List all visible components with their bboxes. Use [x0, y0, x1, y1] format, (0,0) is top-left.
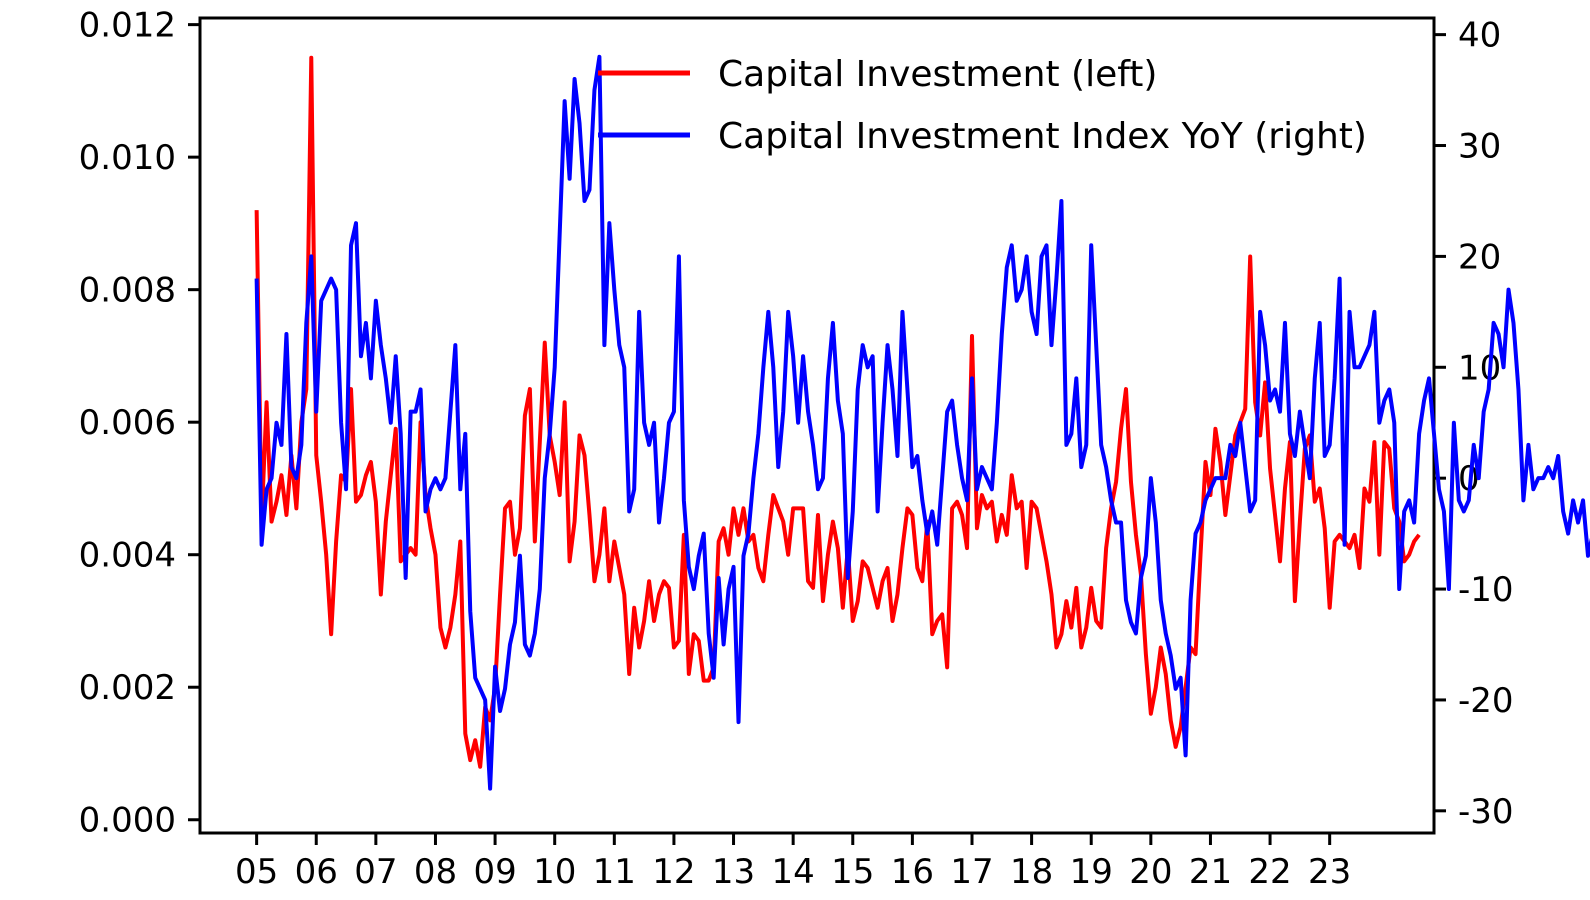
x-tick-label: 20	[1129, 852, 1172, 892]
x-tick-label: 08	[414, 852, 457, 892]
series-line-capital-investment-index-yoy	[254, 54, 1590, 791]
x-tick-label: 07	[354, 852, 397, 892]
x-tick-label: 17	[950, 852, 993, 892]
right-y-tick-label: -20	[1458, 681, 1514, 721]
legend-label-capital-investment-index-yoy: Capital Investment Index YoY (right)	[718, 116, 1367, 157]
right-y-tick-label: 10	[1458, 348, 1501, 388]
left-y-tick-label: 0.004	[79, 536, 176, 576]
left-y-axis: 0.000 0.002 0.004 0.006 0.008 0.010 0.012	[79, 6, 200, 841]
left-y-tick-label: 0.000	[79, 801, 176, 841]
x-tick-label: 23	[1308, 852, 1351, 892]
left-y-tick-label: 0.010	[79, 138, 176, 178]
x-tick-label: 10	[533, 852, 576, 892]
legend-label-capital-investment: Capital Investment (left)	[718, 54, 1157, 95]
x-tick-label: 14	[772, 852, 815, 892]
left-y-tick-label: 0.008	[79, 271, 176, 311]
x-tick-label: 18	[1010, 852, 1053, 892]
x-tick-label: 21	[1189, 852, 1232, 892]
x-tick-label: 12	[652, 852, 695, 892]
x-tick-label: 13	[712, 852, 755, 892]
series-line-capital-investment	[254, 55, 1421, 769]
legend: Capital Investment (left) Capital Invest…	[598, 54, 1367, 157]
x-tick-label: 16	[891, 852, 934, 892]
x-axis: 05 06 07 08 09 10 11 12 13 14 15 16 17 18 19 20 21 22 23	[235, 833, 1351, 892]
x-tick-label: 11	[593, 852, 636, 892]
x-tick-label: 05	[235, 852, 278, 892]
right-y-tick-label: -30	[1458, 792, 1514, 832]
right-y-tick-label: 20	[1458, 237, 1501, 277]
right-y-tick-label: 40	[1458, 16, 1501, 56]
x-tick-label: 06	[295, 852, 338, 892]
left-y-tick-label: 0.002	[79, 668, 176, 708]
x-tick-label: 19	[1070, 852, 1113, 892]
x-tick-label: 22	[1248, 852, 1291, 892]
x-tick-label: 09	[473, 852, 516, 892]
x-tick-label: 15	[831, 852, 874, 892]
left-y-tick-label: 0.006	[79, 403, 176, 443]
right-y-tick-label: -10	[1458, 570, 1514, 610]
left-y-tick-label: 0.012	[79, 6, 176, 46]
right-y-tick-label: 30	[1458, 127, 1501, 167]
series-layer	[254, 54, 1590, 791]
